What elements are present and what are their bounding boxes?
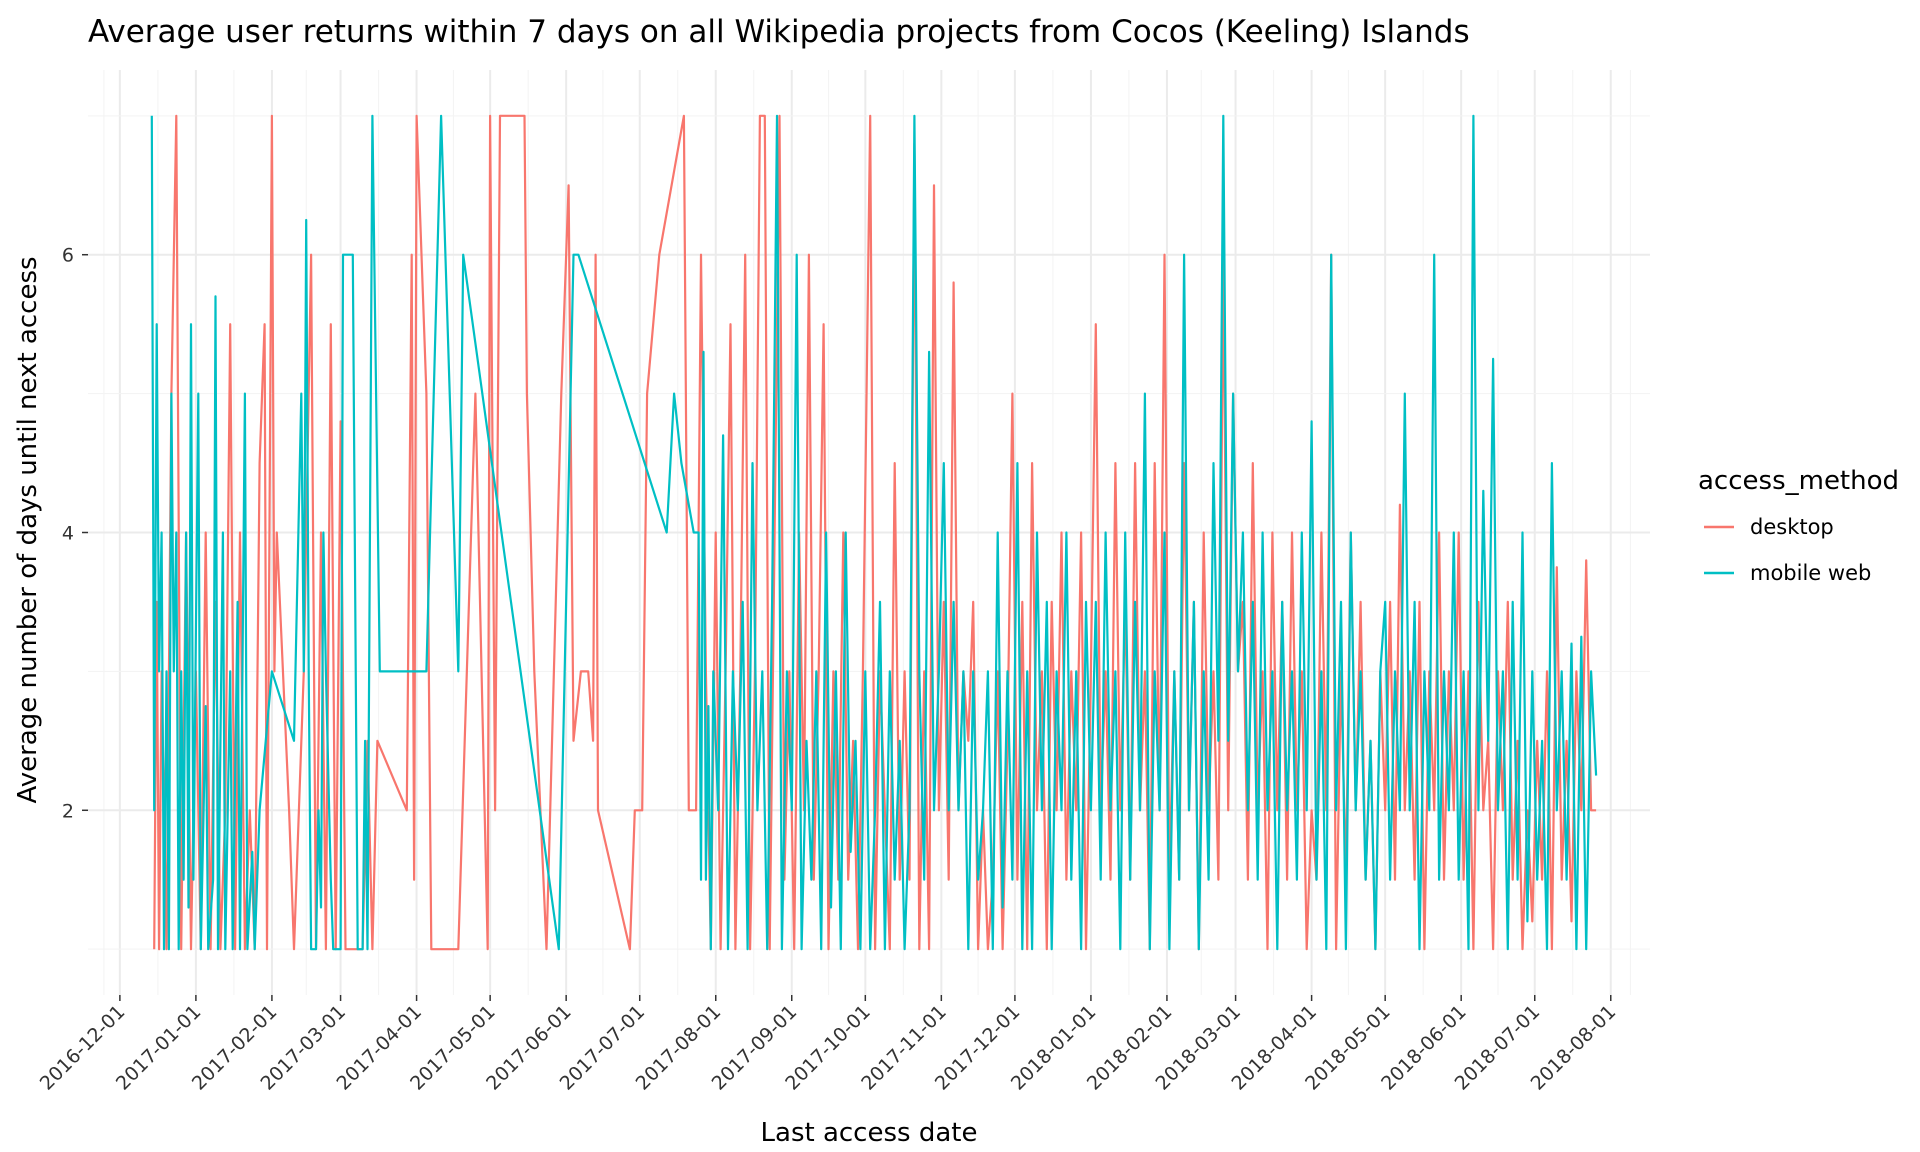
series-lines [150, 114, 1598, 951]
y-axis-title: Average number of days until next access [13, 256, 43, 803]
x-axis-title: Last access date [761, 1118, 978, 1148]
legend-label: desktop [1750, 515, 1834, 539]
y-tick-label: 2 [62, 800, 74, 822]
series-line-mobile-web [150, 114, 1598, 951]
legend-label: mobile web [1750, 561, 1871, 585]
y-tick-label: 4 [62, 523, 74, 545]
legend: access_method desktop mobile web [1698, 466, 1899, 592]
x-axis-ticks: 2016-12-012017-01-012017-02-012017-03-01… [36, 995, 1620, 1095]
y-axis-ticks: 2 4 6 [62, 245, 88, 822]
legend-title: access_method [1698, 466, 1899, 496]
y-tick-label: 6 [62, 245, 74, 267]
chart-title: Average user returns within 7 days on al… [88, 14, 1470, 50]
